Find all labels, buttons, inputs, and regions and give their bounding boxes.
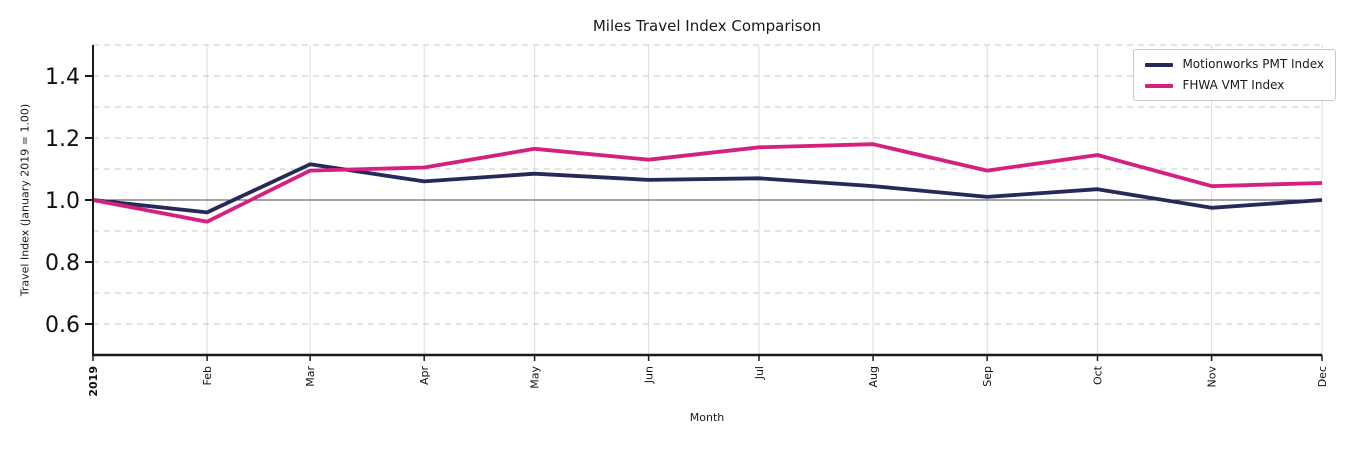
- legend-label-vmt: FHWA VMT Index: [1182, 78, 1285, 93]
- x-tick-label: Sep: [981, 366, 994, 387]
- x-tick-label: Apr: [418, 366, 431, 386]
- x-tick-label: Jul: [753, 366, 766, 380]
- x-tick-label: Dec: [1316, 366, 1329, 387]
- vmt-line-swatch: [1145, 83, 1174, 88]
- legend-entry-vmt: FHWA VMT Index: [1145, 78, 1324, 93]
- legend-label-pmt: Motionworks PMT Index: [1182, 57, 1324, 71]
- legend-entry-pmt: Motionworks PMT Index: [1145, 57, 1324, 71]
- y-tick-label: 1.0: [45, 189, 80, 214]
- x-tick-label: Oct: [1092, 365, 1105, 385]
- x-tick-label: Feb: [201, 366, 214, 385]
- series-line-vmt: [92, 142, 1323, 224]
- series-line-pmt: [92, 162, 1323, 215]
- y-tick-label: 1.4: [45, 65, 80, 90]
- x-tick-label: Nov: [1206, 366, 1219, 388]
- y-tick-label: 0.8: [45, 251, 80, 276]
- legend: Motionworks PMT Index FHWA VMT Index: [1133, 49, 1336, 102]
- y-tick-label: 0.6: [45, 313, 80, 338]
- x-tick-label: 2019: [87, 366, 100, 397]
- chart-title: Miles Travel Index Comparison: [592, 17, 822, 35]
- y-tick-label: 1.2: [45, 127, 80, 152]
- x-tick-label: Aug: [867, 366, 880, 387]
- x-tick-label: May: [529, 366, 542, 389]
- pmt-line-swatch: [1145, 62, 1174, 67]
- x-axis-title: Month: [689, 411, 725, 424]
- x-tick-label: Jun: [643, 366, 656, 384]
- x-tick-label: Mar: [304, 366, 317, 387]
